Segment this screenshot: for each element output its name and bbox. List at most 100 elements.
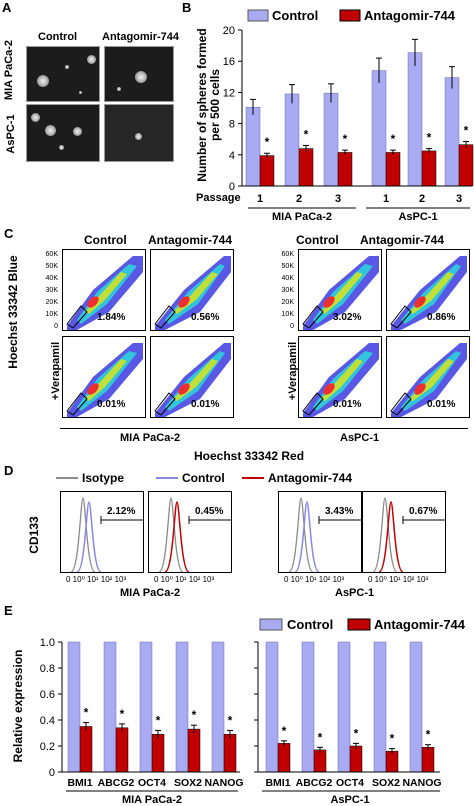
legend-control-swatch [247,9,269,22]
spheres-bar-control [407,52,423,187]
group-label-mia: MIA PaCa-2 [272,211,332,220]
spheres-ytick-label: 8 [229,119,235,131]
ytick: 0 [290,323,294,330]
legend-control-label: Control [287,617,333,632]
ytick: 20K [281,299,294,306]
micrograph-mia-antagomir [104,46,174,102]
expression-xtick-label: SOX2 [174,777,202,789]
expression-bar-antagomir [79,726,93,773]
expression-xtick-label: ABCG2 [98,777,135,789]
panel-c-axis-line [60,428,468,429]
expression-group-aspc: AsPC-1 [330,794,369,806]
cd133-histogram: 3.43% [278,491,362,573]
panel-c-mia-col-antagomir: Antagomir-744 [148,233,233,247]
flow-plot: 0.01% [62,336,146,418]
cd133-histogram: 0.45% [148,491,232,573]
expression-bar-control [337,641,351,773]
spheres-bar-antagomir [421,150,437,187]
spheres-bar-antagomir [458,144,474,187]
spheres-xtick-label: 2 [419,193,425,205]
expression-xtick-label: SOX2 [372,777,400,789]
flow-plot: 3.02% [298,249,382,331]
legend-isotype-label: Isotype [82,471,124,485]
panel-d-group-mia: MIA PaCa-2 [120,587,181,599]
flow-population-peak [323,296,335,308]
spheres-bar-antagomir [337,152,353,187]
panel-c-letter: C [4,226,14,241]
spheres-bar-control [323,92,339,187]
panel-c-aspc-col-antagomir: Antagomir-744 [360,233,445,247]
control-curve [76,501,102,572]
expression-ytick-label: 0.6 [40,689,55,701]
ytick: 40K [45,275,58,282]
expression-bar-antagomir [277,743,291,773]
spheres-ytick-label: 12 [223,87,235,99]
antagomir-curve [378,501,404,572]
ytick: 20K [45,299,58,306]
ytick: 60K [281,251,294,258]
expression-xtick-label: BMI1 [67,777,92,789]
cd133-histogram: 0.67% [362,491,446,573]
flow-plot: 0.56% [150,249,234,331]
ytick: 0 [54,323,58,330]
expression-bar-control [265,641,279,773]
expression-bar-control [103,641,117,773]
histogram-xticks: 0 10⁰ 10¹ 10² 10³ [368,575,429,584]
expression-ytick-label: 1.0 [40,637,55,649]
cd133-percent: 0.45% [195,506,223,517]
expression-significance-star: * [354,726,359,740]
panel-e-letter: E [4,603,13,618]
expression-bar-antagomir [421,747,435,773]
flow-density: 1.84% [66,256,143,330]
histogram-curves: 0.67% [372,497,445,572]
expression-significance-star: * [156,713,161,727]
antagomir-curve [164,501,190,572]
spheres-ylabel-line2: per 500 cells [208,69,222,141]
spheres-bar-chart: Number of spheres formed per 500 cells 0… [195,8,474,220]
ytick: 40K [281,275,294,282]
flow-density: 0.01% [390,343,467,417]
expression-xtick-label: OCT4 [138,777,166,789]
side-population-percent: 0.01% [427,399,455,410]
histogram-curves: 0.45% [158,497,231,572]
expression-bar-antagomir [151,734,165,773]
expression-group-mia: MIA PaCa-2 [122,794,182,806]
spheres-significance-star: * [343,132,348,146]
expression-significance-star: * [318,730,323,744]
ytick: 30K [281,287,294,294]
panel-c-mia-col-control: Control [84,233,127,247]
side-population-gate [66,392,88,416]
panel-d-ylabel: CD133 [27,516,41,554]
expression-significance-star: * [84,706,89,720]
expression-bar-control [67,641,81,773]
side-population-gate [154,305,176,329]
expression-bar-antagomir [223,734,237,773]
flow-population-peak [414,296,426,308]
side-population-gate [302,392,324,416]
spheres-significance-star: * [391,132,396,146]
histogram-xticks: 0 10⁰ 10¹ 10² 10³ [154,575,215,584]
flow-density: 0.56% [154,256,231,330]
cd133-percent: 0.67% [409,506,437,517]
expression-xtick-label: NANOG [204,777,243,789]
panel-a-row-mia: MIA PaCa-2 [3,39,15,101]
flow-density: 3.02% [302,256,379,330]
panel-c-aspc-col-control: Control [296,233,339,247]
spheres-ytick-label: 0 [229,181,235,193]
expression-bar-antagomir [115,727,129,773]
expression-bar-antagomir [349,745,363,773]
flow-density: 0.01% [154,343,231,417]
expression-bar-control [211,641,225,773]
spheres-xtick-label: 3 [335,193,341,205]
spheres-significance-star: * [304,127,309,141]
spheres-bar-control [284,93,300,187]
side-population-gate [302,305,324,329]
spheres-xtick-label: 1 [383,193,389,205]
expression-bar-control [175,641,189,773]
control-curve [294,501,320,572]
spheres-bar-control [371,70,387,187]
group-label-aspc: AsPC-1 [398,211,437,220]
ytick: 50K [45,263,58,270]
flow-population-peak [323,383,335,395]
flow-density: 0.01% [302,343,379,417]
